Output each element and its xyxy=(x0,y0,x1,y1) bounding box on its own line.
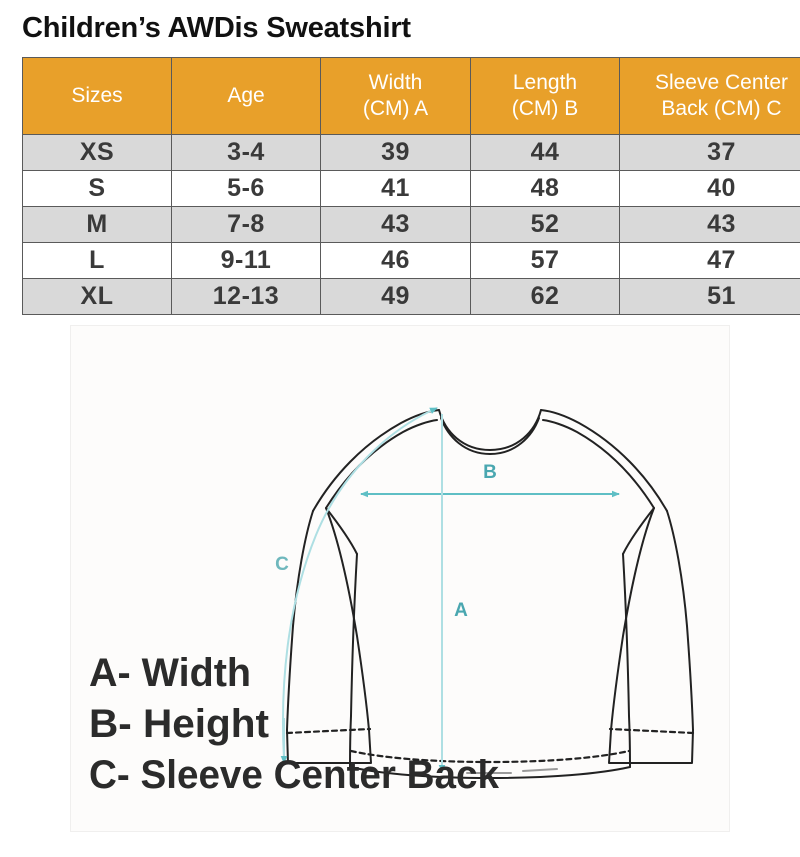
measurement-annotations: B A C xyxy=(275,407,620,773)
cell-sleeve: 43 xyxy=(619,206,800,243)
table-row: XL 12-13 49 62 51 xyxy=(22,278,800,315)
measurement-diagram-panel: B A C A- Width B- Height C- Sleeve Cente… xyxy=(70,325,730,832)
sweatshirt-diagram: B A C A- Width B- Height C- Sleeve Cente… xyxy=(89,407,695,797)
column-header-line: Age xyxy=(227,83,265,107)
legend-line-b: B- Height xyxy=(89,702,269,746)
size-chart-table: Sizes Age Width (CM) A Length (CM) B Sle… xyxy=(22,57,800,315)
column-header-line: Back (CM) C xyxy=(661,97,782,120)
measure-label-a: A xyxy=(454,600,468,621)
measure-label-b: B xyxy=(483,462,497,483)
cell-width: 41 xyxy=(320,170,471,207)
cell-size: M xyxy=(22,206,172,243)
column-header-line: (CM) A xyxy=(362,97,429,120)
column-header-line: Sizes xyxy=(71,83,123,107)
table-row: S 5-6 41 48 40 xyxy=(22,170,800,207)
cell-age: 5-6 xyxy=(171,170,321,207)
column-header-width: Width (CM) A xyxy=(320,57,471,135)
column-header-age: Age xyxy=(171,57,321,135)
column-header-line: Sleeve Center xyxy=(654,70,789,94)
cell-age: 12-13 xyxy=(171,278,321,315)
size-chart-table-container: Sizes Age Width (CM) A Length (CM) B Sle… xyxy=(22,57,800,315)
cell-age: 3-4 xyxy=(171,134,321,171)
cell-length: 48 xyxy=(470,170,620,207)
column-header-sleeve-center-back: Sleeve Center Back (CM) C xyxy=(619,57,800,135)
cell-length: 44 xyxy=(470,134,620,171)
column-header-length: Length (CM) B xyxy=(470,57,620,135)
cell-sleeve: 51 xyxy=(619,278,800,315)
table-header-row: Sizes Age Width (CM) A Length (CM) B Sle… xyxy=(22,57,800,135)
measure-label-c: C xyxy=(275,554,289,575)
column-header-sizes: Sizes xyxy=(22,57,172,135)
column-header-line: (CM) B xyxy=(511,97,579,120)
cell-age: 9-11 xyxy=(171,242,321,279)
cell-sleeve: 37 xyxy=(619,134,800,171)
cell-size: S xyxy=(22,170,172,207)
legend-line-c: C- Sleeve Center Back xyxy=(89,753,500,797)
page-title: Children’s AWDis Sweatshirt xyxy=(22,12,411,44)
cell-age: 7-8 xyxy=(171,206,321,243)
measure-line-c xyxy=(281,407,438,760)
cell-length: 52 xyxy=(470,206,620,243)
cell-width: 43 xyxy=(320,206,471,243)
table-row: XS 3-4 39 44 37 xyxy=(22,134,800,171)
cell-size: L xyxy=(22,242,172,279)
cell-width: 49 xyxy=(320,278,471,315)
table-row: M 7-8 43 52 43 xyxy=(22,206,800,243)
cell-length: 57 xyxy=(470,242,620,279)
column-header-line: Length xyxy=(512,70,578,94)
table-body: XS 3-4 39 44 37 S 5-6 41 48 40 M 7-8 43 … xyxy=(22,134,800,315)
measurement-legend: A- Width B- Height C- Sleeve Center Back xyxy=(89,651,500,797)
cell-length: 62 xyxy=(470,278,620,315)
cell-size: XL xyxy=(22,278,172,315)
table-row: L 9-11 46 57 47 xyxy=(22,242,800,279)
cell-width: 46 xyxy=(320,242,471,279)
legend-line-a: A- Width xyxy=(89,651,251,695)
cell-width: 39 xyxy=(320,134,471,171)
cell-sleeve: 40 xyxy=(619,170,800,207)
cell-sleeve: 47 xyxy=(619,242,800,279)
garment-illustration xyxy=(285,409,695,779)
cell-size: XS xyxy=(22,134,172,171)
table-header: Sizes Age Width (CM) A Length (CM) B Sle… xyxy=(22,57,800,135)
column-header-line: Width xyxy=(368,70,423,94)
